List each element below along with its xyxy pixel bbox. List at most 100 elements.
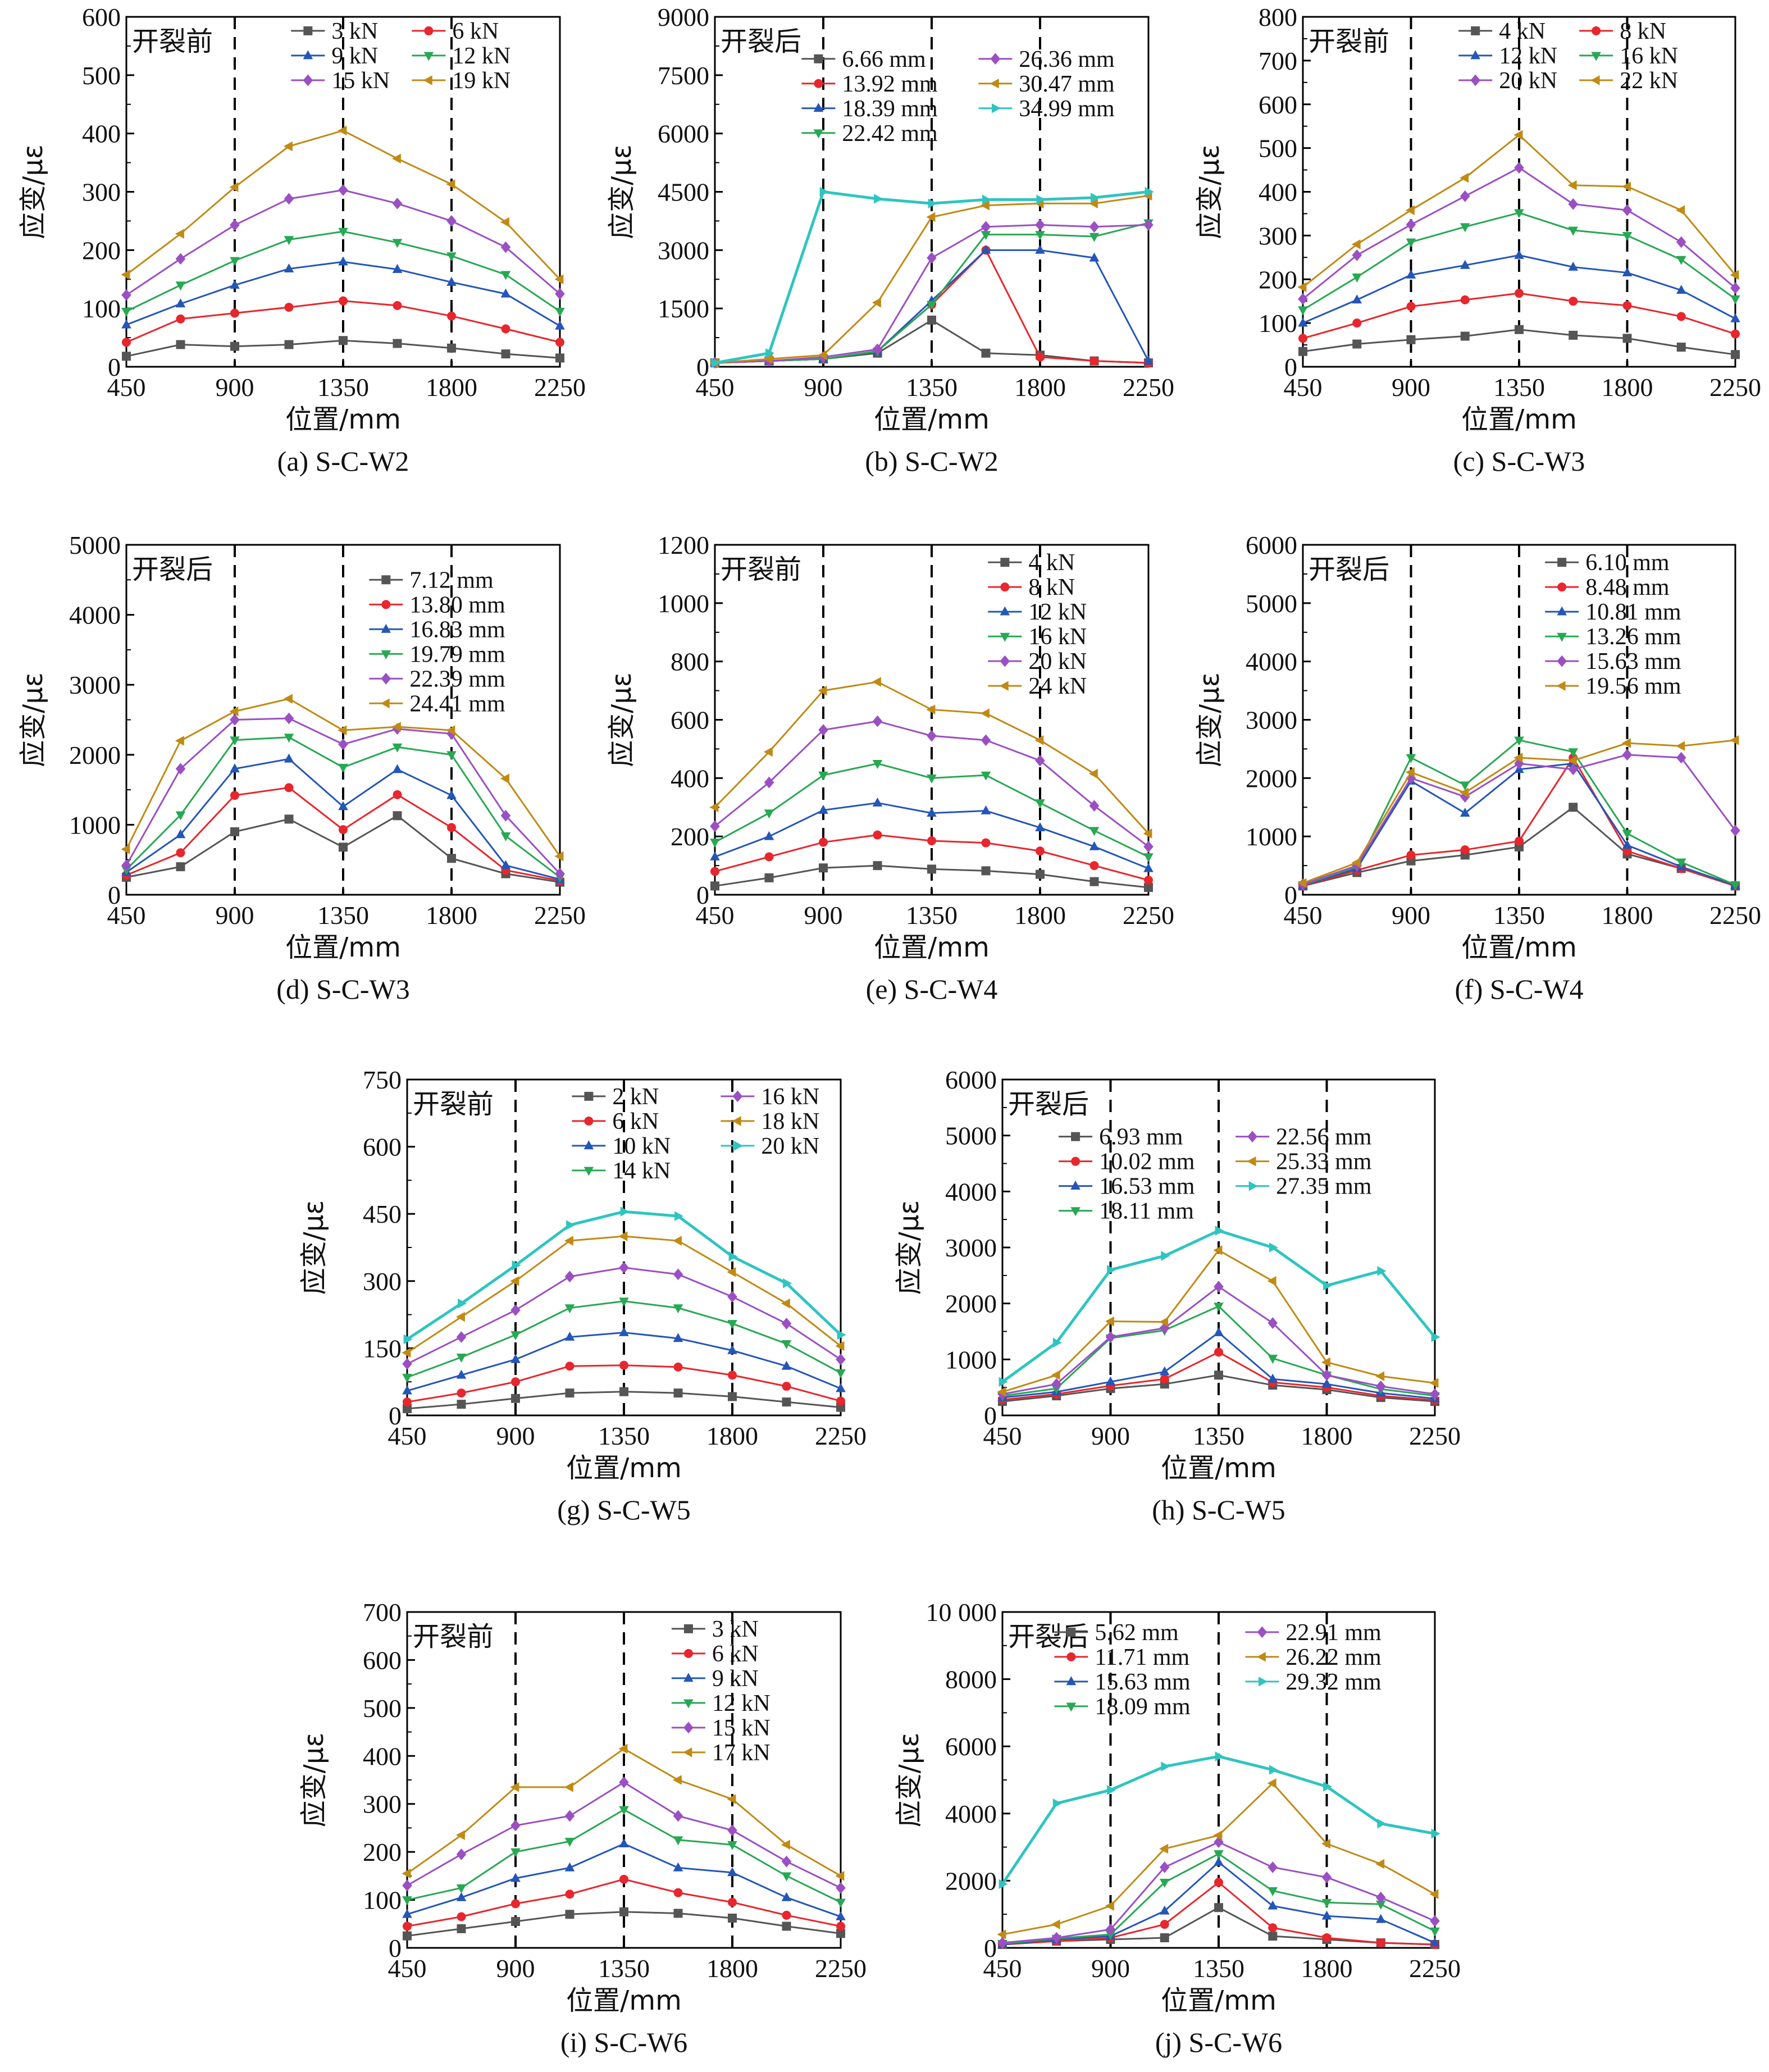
legend-label: 22.56 mm — [1276, 1124, 1372, 1150]
data-point — [981, 231, 991, 240]
data-point — [1352, 249, 1362, 261]
data-point — [403, 1921, 412, 1931]
data-point — [836, 1396, 845, 1406]
data-point — [1105, 1923, 1116, 1936]
data-point — [728, 1914, 737, 1923]
y-tick-label: 1000 — [658, 589, 709, 618]
x-tick-label: 900 — [496, 1422, 535, 1450]
data-point — [1321, 1910, 1332, 1920]
data-point — [1214, 1903, 1223, 1912]
data-point — [619, 1806, 629, 1815]
legend-label: 6 kN — [612, 1109, 659, 1135]
data-point — [1569, 330, 1578, 340]
data-point — [403, 1404, 412, 1414]
legend-label: 18 kN — [761, 1109, 819, 1135]
data-point — [564, 1270, 575, 1283]
data-point — [927, 300, 937, 310]
data-point — [981, 866, 991, 876]
data-point — [393, 339, 402, 348]
data-point — [1036, 194, 1046, 205]
data-point — [1731, 350, 1740, 359]
data-point — [1051, 1378, 1062, 1390]
data-point — [1160, 1374, 1169, 1384]
data-point — [564, 1236, 573, 1246]
data-point — [710, 839, 720, 848]
data-point — [1676, 236, 1686, 248]
legend-label: 12 kN — [1028, 599, 1087, 625]
data-point — [1089, 827, 1100, 836]
y-tick-label: 0 — [389, 1401, 402, 1430]
data-point — [673, 1362, 683, 1372]
data-point — [284, 753, 294, 763]
data-point — [1375, 1380, 1386, 1392]
data-point — [1622, 204, 1633, 216]
panel-caption: (c) S-C-W3 — [1453, 445, 1585, 477]
data-point — [1159, 1366, 1170, 1376]
x-tick-label: 1800 — [1301, 1954, 1353, 1983]
data-point — [338, 801, 348, 810]
data-point — [1515, 289, 1524, 298]
x-tick-label: 900 — [804, 373, 843, 402]
chart-panel-j: 0 2000 4000 6000 8000 10 000 450 900 1350 1800 225… — [893, 1598, 1461, 2058]
data-point — [1159, 1878, 1170, 1888]
data-point — [1089, 800, 1100, 812]
data-point — [500, 773, 509, 784]
data-point — [1052, 1337, 1062, 1348]
data-point — [456, 1353, 467, 1363]
data-point — [455, 1830, 465, 1841]
data-point — [455, 1311, 465, 1322]
data-point — [927, 808, 937, 817]
data-point — [446, 276, 457, 286]
data-point — [1107, 1265, 1116, 1275]
data-point — [1321, 1898, 1332, 1908]
data-point — [554, 851, 564, 862]
data-point — [618, 1231, 628, 1241]
legend-label: 27.35 mm — [1276, 1174, 1372, 1200]
data-point — [727, 1345, 737, 1354]
data-point — [1351, 858, 1361, 868]
data-point — [565, 1910, 575, 1919]
legend-marker — [1591, 52, 1601, 61]
data-point — [1513, 130, 1523, 140]
data-point — [727, 1824, 737, 1837]
data-point — [1568, 763, 1579, 776]
data-point — [175, 811, 186, 821]
data-point — [121, 319, 131, 329]
data-point — [728, 1392, 737, 1401]
legend-label: 5.62 mm — [1095, 1620, 1179, 1646]
panel-caption: (a) S-C-W2 — [277, 445, 409, 477]
data-point — [1214, 1850, 1224, 1860]
data-point — [1161, 1251, 1170, 1261]
data-point — [565, 1361, 575, 1371]
data-point — [391, 153, 401, 164]
data-point — [1568, 748, 1579, 758]
legend-marker — [1590, 75, 1600, 85]
data-point — [1622, 840, 1633, 849]
data-point — [673, 1268, 683, 1281]
data-point — [764, 776, 774, 789]
data-point — [446, 728, 457, 740]
data-point — [500, 271, 511, 280]
data-point — [1406, 269, 1416, 279]
y-tick-label: 600 — [363, 1646, 402, 1674]
data-point — [1143, 853, 1154, 863]
data-point — [1267, 1778, 1276, 1788]
legend-label: 12 kN — [1499, 43, 1557, 69]
y-tick-label: 800 — [671, 648, 709, 676]
data-point — [1052, 1798, 1062, 1809]
y-tick-label: 6000 — [945, 1732, 997, 1761]
data-point — [981, 734, 991, 746]
data-point — [392, 263, 403, 273]
x-tick-label: 2250 — [1409, 1954, 1461, 1983]
legend-label: 15 kN — [331, 68, 390, 94]
state-note: 开裂后 — [721, 26, 801, 57]
x-axis-label: 位置/mm — [285, 404, 401, 435]
data-point — [781, 1892, 792, 1901]
data-point — [402, 1373, 412, 1383]
data-point — [981, 244, 991, 254]
data-point — [1145, 186, 1154, 197]
data-point — [1298, 306, 1308, 316]
data-point — [765, 348, 775, 358]
legend-label: 10.02 mm — [1099, 1149, 1195, 1175]
data-point — [458, 1298, 467, 1309]
